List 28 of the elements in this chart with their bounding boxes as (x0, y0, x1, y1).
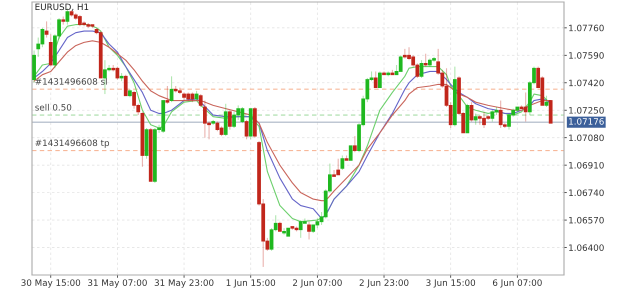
x-tick-label: 6 Jun 07:00 (492, 279, 542, 288)
candlestick (548, 100, 553, 124)
ref-line-label: #1431496608 sl (35, 78, 107, 85)
y-tick-label: 1.06570 (569, 216, 604, 224)
chart-title: EURUSD, H1 (36, 4, 88, 12)
ref-line-label: #1431496608 tp (35, 140, 110, 148)
x-tick-label: 1 Jun 15:00 (226, 279, 276, 288)
y-tick-label: 1.07420 (569, 80, 604, 86)
candlestick (61, 16, 66, 26)
y-tick-label: 1.06910 (569, 162, 604, 169)
x-tick-label: 2 Jun 07:00 (293, 279, 342, 288)
y-tick-label: 1.06400 (569, 244, 604, 251)
y-tick-label: 1.07760 (569, 24, 604, 32)
candlestick (398, 54, 403, 72)
x-tick-label: 30 May 15:00 (21, 279, 80, 288)
x-tick-label: 31 May 23:00 (154, 279, 214, 288)
candlestick (378, 70, 382, 88)
y-tick-label: 1.07590 (569, 52, 604, 59)
y-tick-label: 1.07250 (569, 107, 604, 114)
ref-line-label: 1.07176 (569, 118, 604, 125)
y-tick-label: 1.07080 (569, 134, 604, 142)
x-tick-label: 31 May 07:00 (88, 279, 147, 288)
ref-line-label: sell 0.50 (35, 104, 72, 111)
x-tick-label: 3 Jun 15:00 (426, 279, 476, 288)
candlestick (124, 74, 128, 96)
y-tick-label: 1.06740 (569, 189, 604, 196)
candlestick (348, 145, 353, 161)
x-tick-label: 2 Jun 23:00 (360, 279, 408, 288)
